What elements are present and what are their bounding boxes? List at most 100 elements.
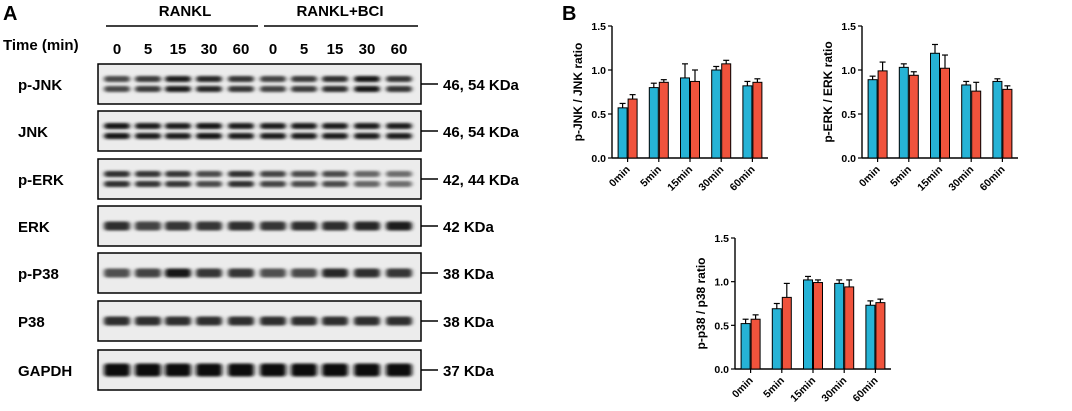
x-tick-label: 60min — [728, 164, 758, 194]
band — [386, 363, 412, 377]
bar — [875, 302, 886, 370]
band — [135, 316, 161, 326]
band — [196, 221, 222, 231]
band — [354, 181, 380, 187]
lane-label: 15 — [327, 41, 344, 58]
band — [165, 316, 191, 326]
band — [291, 133, 317, 139]
blot-label: JNK — [18, 124, 48, 141]
band — [196, 76, 222, 82]
bar — [771, 308, 782, 370]
band — [260, 123, 286, 129]
band — [354, 171, 380, 177]
band — [228, 123, 254, 129]
lane-label: 15 — [170, 41, 187, 58]
band — [104, 76, 130, 82]
bar — [627, 98, 638, 159]
kda-label: 42, 44 KDa — [443, 172, 520, 189]
time-axis-label: Time (min) — [3, 37, 79, 54]
band — [354, 316, 380, 326]
band — [260, 181, 286, 187]
band — [322, 76, 348, 82]
band — [228, 181, 254, 187]
blot-bands — [104, 268, 412, 278]
band — [291, 123, 317, 129]
bar — [898, 66, 909, 159]
x-tick-label: 60min — [978, 164, 1008, 194]
x-tick-label: 30min — [946, 164, 976, 194]
band — [354, 86, 380, 92]
band — [291, 76, 317, 82]
blot-label: p-JNK — [18, 77, 62, 94]
x-tick-label: 0min — [607, 164, 633, 190]
band — [104, 316, 130, 326]
band — [135, 221, 161, 231]
bar — [803, 279, 813, 370]
panel-b-letter: B — [562, 3, 576, 25]
band — [165, 171, 191, 177]
western-blots: p-JNK 46, 54 KDa JNK 46, 54 KDa p-ERK 42, 44 … — [18, 63, 520, 391]
y-axis-label: p-p38 / p38 ratio — [694, 257, 708, 349]
x-tick-label: 30min — [696, 164, 726, 194]
x-tick-label: 5min — [888, 164, 914, 190]
bar-chart: 0.0 0.5 1.0 1.5 p-JNK / JNK ratio 0min 5min 15m… — [571, 21, 768, 194]
band — [322, 171, 348, 177]
bar — [940, 67, 950, 159]
bar — [908, 74, 919, 159]
band — [386, 316, 412, 326]
band — [260, 86, 286, 92]
kda-label: 37 KDa — [443, 363, 495, 380]
band — [354, 133, 380, 139]
x-tick-label: 5min — [638, 164, 664, 190]
band — [354, 268, 380, 278]
band — [260, 171, 286, 177]
y-tick-label: 0.0 — [591, 153, 606, 165]
band — [386, 86, 412, 92]
band — [104, 268, 130, 278]
band — [228, 76, 254, 82]
band — [386, 76, 412, 82]
band — [165, 181, 191, 187]
band — [135, 171, 161, 177]
band — [165, 76, 191, 82]
y-tick-label: 0.5 — [591, 109, 606, 121]
blot-label: ERK — [18, 219, 50, 236]
x-tick-label: 0min — [730, 375, 756, 401]
bar — [865, 304, 876, 370]
blot-bands — [104, 123, 412, 139]
blot-bands — [104, 363, 412, 377]
band — [291, 171, 317, 177]
blot-frame — [97, 110, 422, 152]
bar-chart: 0.0 0.5 1.0 1.5 p-p38 / p38 ratio 0min 5min 15m… — [694, 233, 891, 405]
band — [322, 221, 348, 231]
blot-frame — [97, 158, 422, 200]
blot-row: p-P38 38 KDa — [18, 252, 495, 294]
kda-label: 46, 54 KDa — [443, 124, 520, 141]
bar-chart: 0.0 0.5 1.0 1.5 p-ERK / ERK ratio 0min 5min 15m… — [821, 21, 1018, 194]
bar — [834, 282, 845, 370]
band — [291, 86, 317, 92]
y-tick-label: 1.0 — [841, 65, 856, 77]
y-tick-label: 1.5 — [841, 21, 856, 33]
band — [322, 181, 348, 187]
band — [135, 76, 161, 82]
x-tick-label: 15min — [665, 164, 695, 194]
kda-label: 38 KDa — [443, 314, 495, 331]
x-tick-label: 5min — [761, 375, 787, 401]
band — [228, 86, 254, 92]
lane-label: 60 — [391, 41, 408, 58]
lane-label: 30 — [359, 41, 376, 58]
bar — [740, 323, 751, 370]
band — [354, 123, 380, 129]
bar — [648, 87, 659, 159]
blot-bands — [104, 221, 412, 231]
x-tick-label: 15min — [788, 375, 818, 405]
band — [135, 363, 161, 377]
bar — [867, 79, 878, 159]
band — [386, 123, 412, 129]
band — [322, 86, 348, 92]
bar — [781, 296, 792, 370]
band — [196, 86, 222, 92]
